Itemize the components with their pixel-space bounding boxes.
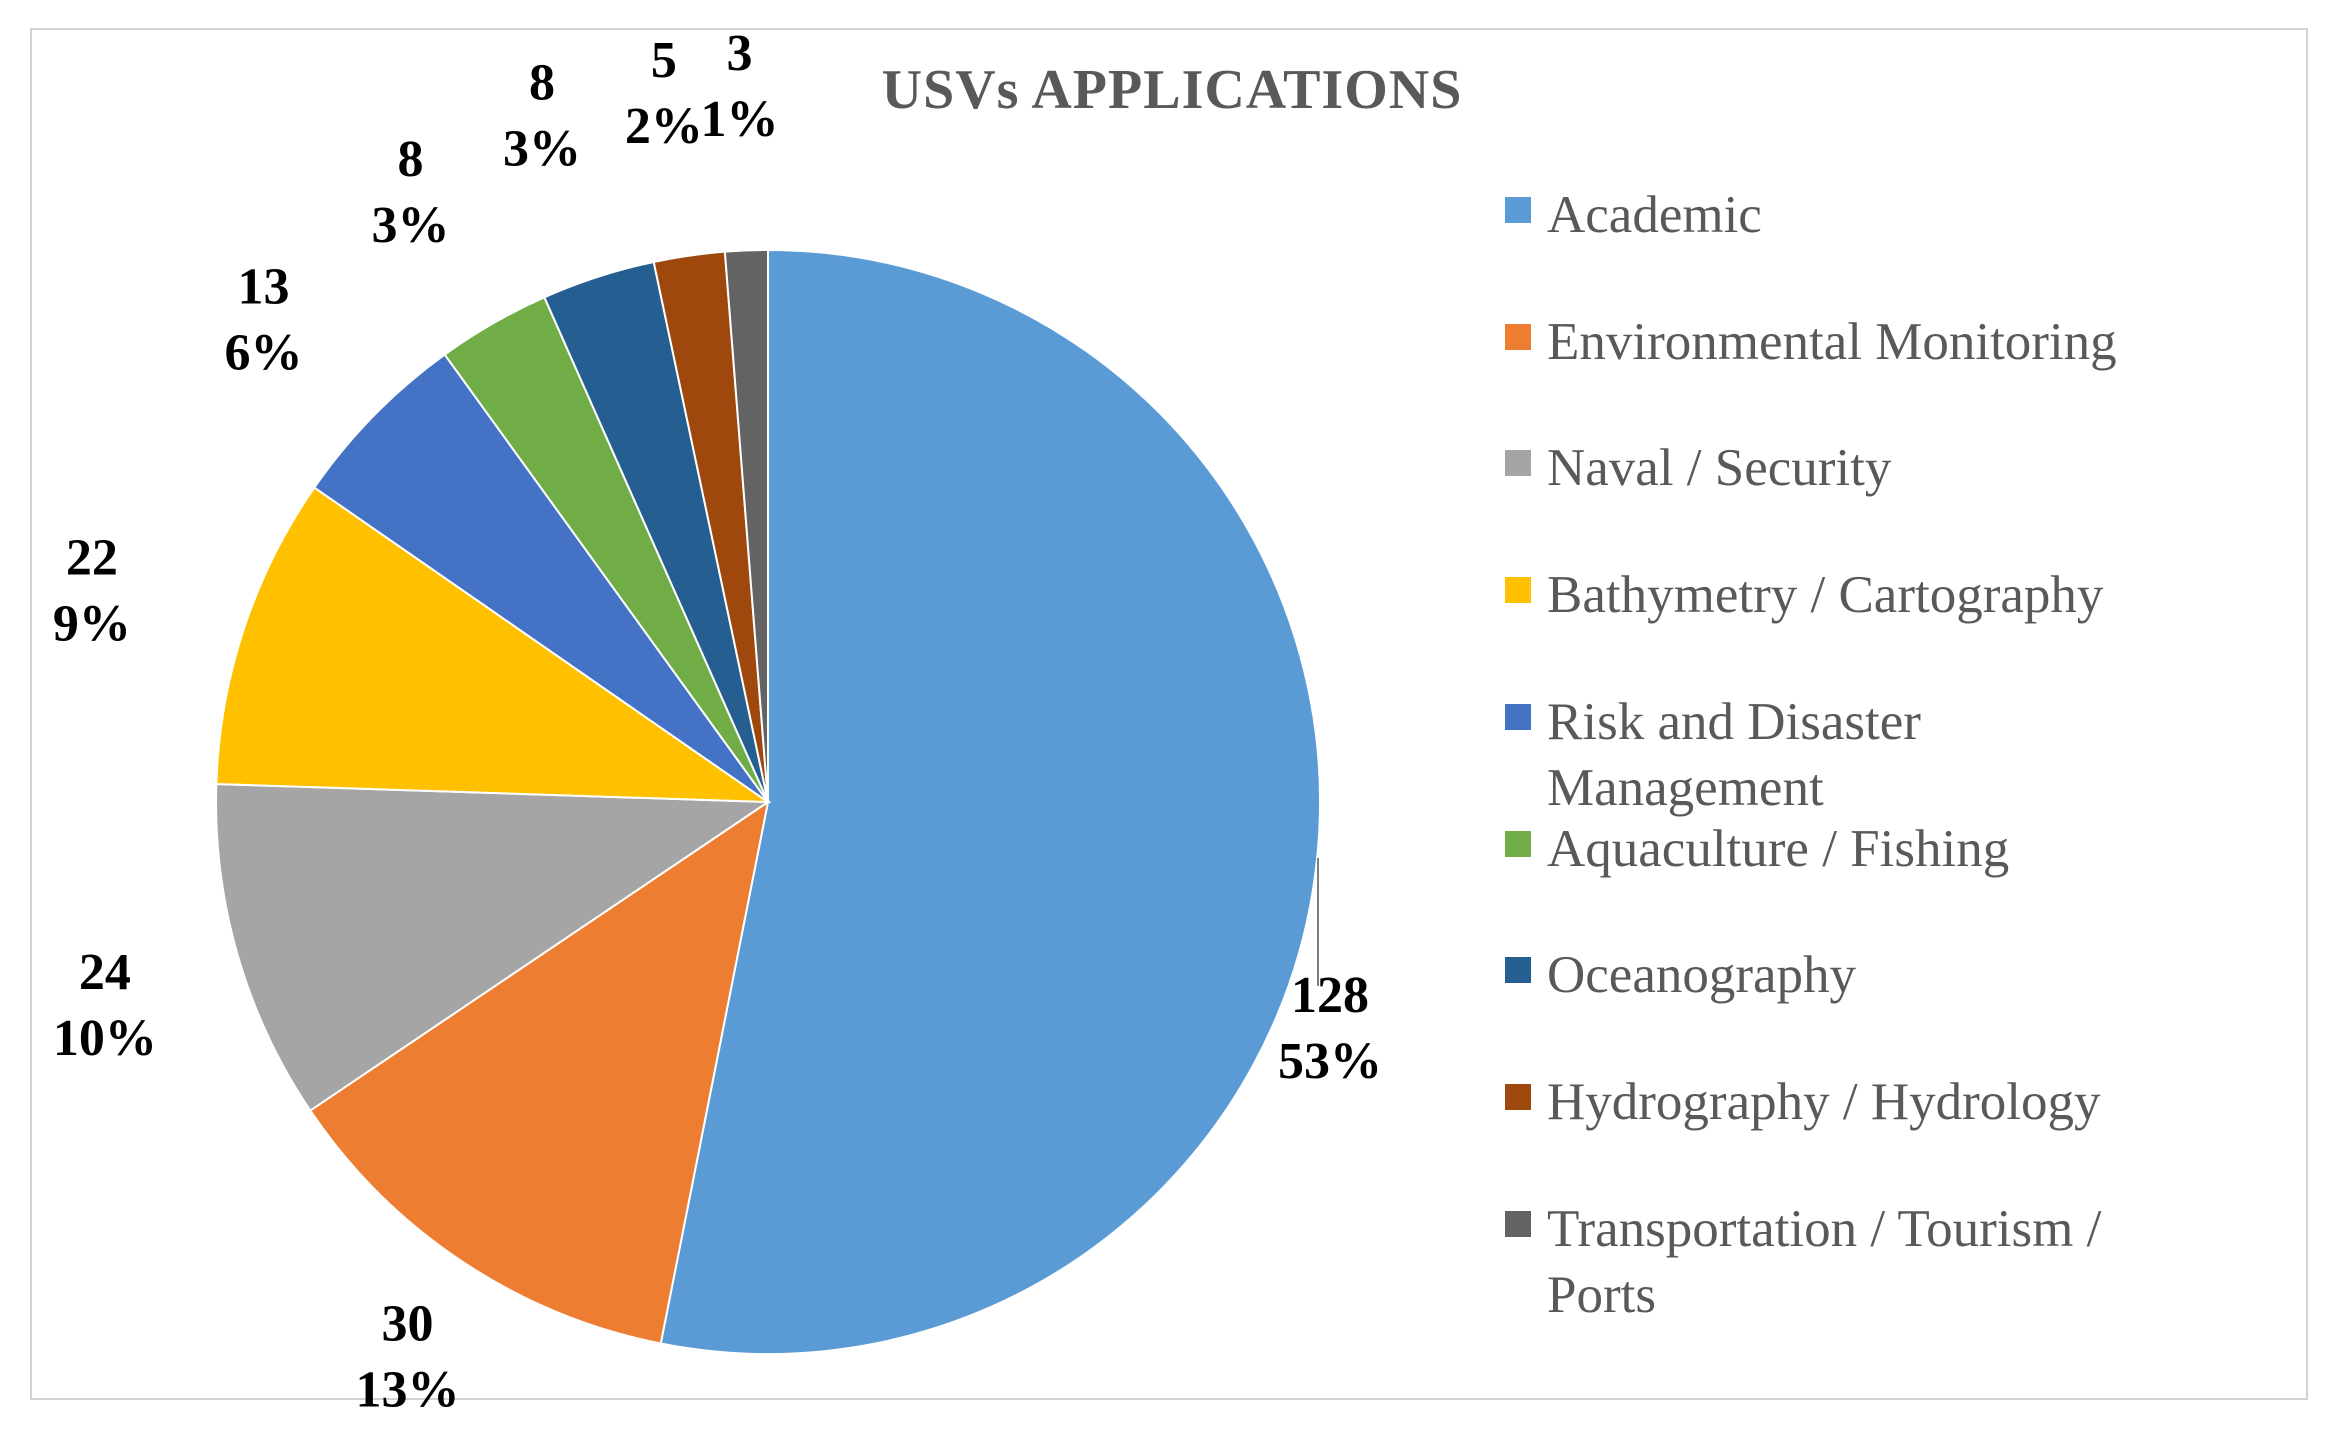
legend-item-bathymetry-cartography[interactable]: Bathymetry / Cartography [1505, 562, 2305, 628]
legend-swatch [1505, 450, 1531, 476]
legend-swatch [1505, 577, 1531, 603]
legend-item-naval-security[interactable]: Naval / Security [1505, 435, 2305, 501]
data-label-value-bathymetry-cartography: 22 [66, 529, 118, 586]
legend-swatch [1505, 957, 1531, 983]
data-label-value-oceanography: 8 [529, 54, 555, 111]
pie-slice-transportation-tourism-ports[interactable] [723, 248, 769, 803]
legend-label: Risk and Disaster Management [1547, 693, 1921, 817]
legend-label: Naval / Security [1547, 439, 1892, 497]
legend-label: Environmental Monitoring [1547, 313, 2117, 371]
data-label-percent-academic: 53% [1278, 1033, 1382, 1090]
pie-slice-environmental-monitoring[interactable] [308, 799, 770, 1345]
legend-label: Aquaculture / Fishing [1547, 820, 2010, 878]
legend-label: Oceanography [1547, 946, 1857, 1004]
legend-item-environmental-monitoring[interactable]: Environmental Monitoring [1505, 309, 2305, 375]
data-label-percent-aquaculture-fishing: 3% [372, 197, 450, 254]
pie-slice-academic[interactable] [659, 248, 1321, 1355]
data-label-percent-environmental-monitoring: 13% [355, 1361, 459, 1418]
data-label-percent-hydrography-hydrology: 2% [625, 98, 703, 155]
legend-item-transportation-tourism-ports[interactable]: Transportation / Tourism / Ports [1505, 1196, 2305, 1328]
pie-slice-naval-security[interactable] [215, 782, 772, 1112]
pie-slice-bathymetry-cartography[interactable] [215, 486, 772, 804]
legend-swatch [1505, 831, 1531, 857]
data-label-value-aquaculture-fishing: 8 [398, 131, 424, 188]
data-labels: 128 53% 30 13% 24 10% 22 9% 13 6% 8 3% 8 3% 5 2% 3 1% [53, 25, 1382, 1419]
legend-swatch [1505, 197, 1531, 223]
legend-label: Academic [1547, 186, 1762, 244]
legend-item-risk-and-disaster-management[interactable]: Risk and Disaster Management [1505, 689, 2305, 821]
data-label-percent-transportation-tourism-ports: 1% [701, 91, 779, 148]
data-label-value-academic: 128 [1291, 967, 1369, 1024]
data-label-value-hydrography-hydrology: 5 [651, 32, 677, 89]
pie-slice-risk-and-disaster-management[interactable] [312, 353, 769, 803]
legend-swatch [1505, 324, 1531, 350]
legend-label: Bathymetry / Cartography [1547, 566, 2104, 624]
data-label-percent-risk-and-disaster-management: 6% [225, 324, 303, 381]
data-label-percent-naval-security: 10% [53, 1010, 157, 1067]
legend-swatch [1505, 704, 1531, 730]
legend-item-academic[interactable]: Academic [1505, 182, 2305, 248]
pie-slices [215, 248, 1321, 1355]
legend-label: Transportation / Tourism / Ports [1547, 1200, 2102, 1324]
legend-item-oceanography[interactable]: Oceanography [1505, 942, 2305, 1008]
data-label-value-environmental-monitoring: 30 [381, 1295, 433, 1352]
legend-swatch [1505, 1211, 1531, 1237]
legend-label: Hydrography / Hydrology [1547, 1073, 2101, 1131]
legend-swatch [1505, 1084, 1531, 1110]
data-label-percent-bathymetry-cartography: 9% [53, 595, 131, 652]
legend-item-hydrography-hydrology[interactable]: Hydrography / Hydrology [1505, 1069, 2305, 1135]
legend-item-aquaculture-fishing[interactable]: Aquaculture / Fishing [1505, 816, 2305, 882]
data-label-value-risk-and-disaster-management: 13 [238, 258, 290, 315]
chart-title: USVs APPLICATIONS [881, 59, 1463, 121]
data-label-value-naval-security: 24 [79, 944, 131, 1001]
data-label-percent-oceanography: 3% [503, 120, 581, 177]
data-label-value-transportation-tourism-ports: 3 [727, 25, 753, 82]
